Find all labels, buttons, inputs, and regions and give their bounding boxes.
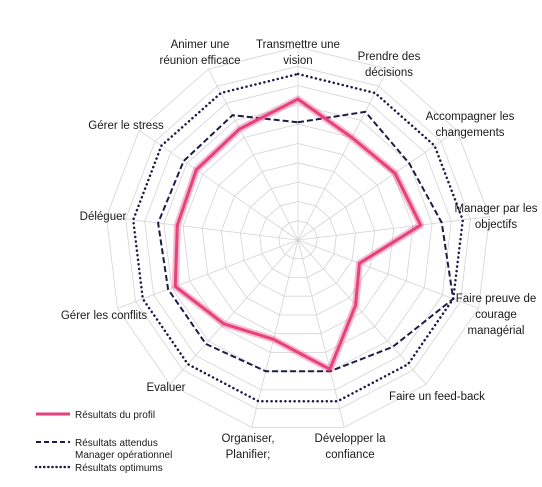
axis-label: Prendre des décisions: [358, 51, 421, 79]
grid-spoke: [169, 239, 299, 385]
grid-spoke: [297, 239, 479, 309]
grid-ring: [105, 46, 491, 428]
grid-spoke: [297, 216, 490, 241]
axis-label: Gérer le stress: [88, 120, 164, 132]
axis-label: Organiser, Planifier;: [221, 433, 274, 461]
axis-label: Transmettre une vision: [256, 39, 340, 67]
grid-ring: [240, 181, 356, 297]
grid-spoke: [297, 239, 427, 385]
axis-labels: Transmettre une vision Prendre des décision…: [61, 39, 538, 461]
axis-label: Développer la confiance: [315, 433, 387, 461]
series-expected-line: [157, 110, 455, 373]
grid-ring: [201, 143, 395, 335]
grid-ring: [259, 200, 337, 278]
axis-label: Evaluer: [147, 382, 186, 394]
axis-label: Manager par les objectifs: [454, 203, 537, 231]
axis-label: Déléguer: [80, 211, 127, 223]
grid-spoke: [207, 68, 299, 241]
grid-ring: [278, 220, 318, 260]
legend-label-optimum: Résultats optimums: [75, 463, 163, 474]
legend: Résultats du profil Résultats attendus Man…: [34, 410, 172, 474]
grid-spoke: [297, 68, 389, 241]
axis-label: Animer une réunion efficace: [160, 39, 241, 67]
axis-label: Accompagner les changements: [426, 111, 515, 139]
radar-series: [131, 72, 465, 403]
legend-label-profile: Résultats du profil: [75, 410, 155, 421]
legend-label-expected: Résultats attendus Manager opérationnel: [75, 438, 172, 461]
grid-spoke: [297, 130, 458, 241]
axis-label: Gérer les conflits: [61, 310, 148, 322]
grid-ring: [220, 162, 376, 316]
grid-spoke: [138, 130, 299, 241]
axis-label: Faire preuve de courage managérial: [456, 293, 537, 337]
grid-spoke: [297, 239, 345, 428]
series-optimum-line: [131, 72, 465, 403]
grid-ring: [125, 65, 471, 410]
grid-ring: [163, 104, 433, 372]
grid-spoke: [251, 239, 299, 428]
series-profile-line: [173, 97, 423, 371]
grid-spoke: [106, 216, 299, 241]
radar-grid: [105, 46, 491, 428]
grid-spoke: [117, 239, 299, 309]
axis-label: Faire un feed-back: [389, 391, 485, 403]
grid-ring: [144, 85, 452, 391]
